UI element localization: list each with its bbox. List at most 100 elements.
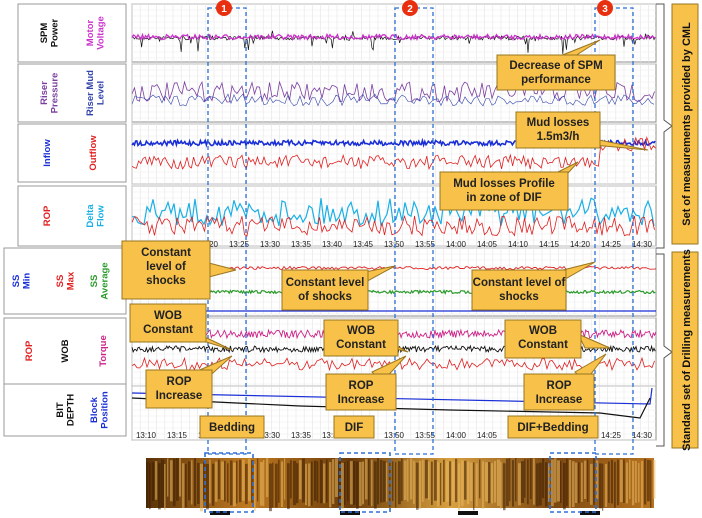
log-stripe <box>578 462 580 504</box>
callout-profile-l2: in zone of DIF <box>466 192 541 204</box>
log-stripe <box>599 463 602 509</box>
callout-constant-3 <box>471 269 567 311</box>
log-stripe <box>515 458 517 502</box>
log-stripe <box>293 460 297 506</box>
series-outflow <box>131 135 656 171</box>
series-layer <box>131 30 657 419</box>
x-tick-label: 13:10 <box>136 431 157 440</box>
log-stripe <box>347 460 349 502</box>
callout-c1-l1: Constant <box>141 247 191 259</box>
log-stripe <box>635 461 637 503</box>
log-stripe <box>647 459 650 502</box>
zone-box-1 <box>207 7 247 455</box>
log-stripe <box>278 459 280 503</box>
log-stripe <box>413 460 415 505</box>
log-stripe <box>410 458 413 500</box>
log-stripe <box>239 459 242 503</box>
log-stripe <box>548 463 550 502</box>
label-wob: WOB <box>60 339 71 362</box>
log-zone-box-1 <box>204 452 254 513</box>
log-stripe <box>185 463 187 508</box>
log-stripe <box>638 463 640 503</box>
label-riser-pressure: RiserPressure <box>39 73 60 114</box>
callouts: Decrease of SPM performance Mud losses 1.5… <box>121 39 649 439</box>
log-stripe <box>341 462 344 509</box>
log-stripe <box>458 463 461 511</box>
log-stripe <box>209 459 211 504</box>
callout-w3-l1: WOB <box>529 325 557 337</box>
log-stripe <box>167 458 169 497</box>
log-stripe <box>569 459 572 508</box>
x-tick-label: 13:25 <box>229 240 250 249</box>
log-stripe <box>326 459 328 503</box>
callout-constant-2 <box>281 269 369 311</box>
log-stripe <box>470 462 473 501</box>
log-stripe <box>560 461 562 504</box>
callout-spm-l1: Decrease of SPM <box>509 60 602 72</box>
log-stripe <box>566 458 568 507</box>
scale-mark <box>210 511 230 515</box>
log-zone-box-3 <box>549 452 597 513</box>
x-tick-label: 14:20 <box>570 240 591 249</box>
callout-dif <box>333 415 375 439</box>
log-stripe <box>602 463 604 511</box>
log-stripe <box>269 463 272 512</box>
series-block-position <box>131 387 653 405</box>
log-stripe <box>518 463 521 506</box>
log-stripe <box>299 460 302 500</box>
log-stripe <box>632 460 635 506</box>
series-bit-depth <box>131 397 651 419</box>
marker-2-label: 2 <box>407 4 413 15</box>
log-stripe <box>521 461 525 503</box>
side-label-bottom: Standard set of Drilling measurements <box>681 249 693 451</box>
log-stripe <box>266 458 269 498</box>
log-stripe <box>428 461 430 500</box>
log-stripe <box>611 459 613 504</box>
log-stripe <box>257 458 259 502</box>
side-label-top: Set of measurements provided by CML <box>681 22 693 226</box>
callout-bedding-text: Bedding <box>209 422 255 434</box>
log-stripe <box>221 461 225 500</box>
series-delta-flow <box>131 195 655 228</box>
log-stripe <box>287 463 290 510</box>
label-motor-voltage: MotorVoltage <box>85 16 106 50</box>
x-tick-label: 14:30 <box>632 240 653 249</box>
label-rop-top: ROP <box>42 205 53 226</box>
log-stripe <box>374 461 377 509</box>
log-stripe <box>506 458 509 507</box>
log-stripe <box>512 460 515 507</box>
callout-dif-bedding-text: DIF+Bedding <box>517 422 588 434</box>
log-stripe <box>335 458 339 497</box>
log-stripe <box>443 459 445 502</box>
log-stripe <box>596 460 599 499</box>
log-stripe <box>530 458 532 500</box>
callout-rop-3 <box>523 373 595 411</box>
zone-box-2 <box>394 7 434 455</box>
label-bit-depth: BITDEPTH <box>55 394 76 426</box>
label-spm-power: SPMPower <box>39 18 60 47</box>
log-stripe <box>551 459 554 507</box>
log-stripe <box>500 461 502 509</box>
log-stripe <box>236 460 238 504</box>
callout-c3-l1: Constant level of <box>473 277 566 289</box>
log-stripe <box>368 459 370 506</box>
log-stripe <box>473 462 475 511</box>
x-tick-label: 13:15 <box>167 431 188 440</box>
x-tick-label: 14:25 <box>601 240 622 249</box>
log-stripe <box>434 459 437 501</box>
marker-3 <box>597 0 613 16</box>
callout-rop-2 <box>325 373 397 411</box>
log-stripe <box>173 458 176 507</box>
log-stripe <box>524 459 526 498</box>
log-stripe <box>323 463 326 504</box>
log-stripe <box>344 462 346 506</box>
callout-c2-l1: Constant level <box>286 277 365 289</box>
log-stripe <box>359 461 362 507</box>
x-tick-label: 14:10 <box>508 240 529 249</box>
log-stripe <box>425 459 428 499</box>
callout-w1-l1: WOB <box>154 310 182 322</box>
